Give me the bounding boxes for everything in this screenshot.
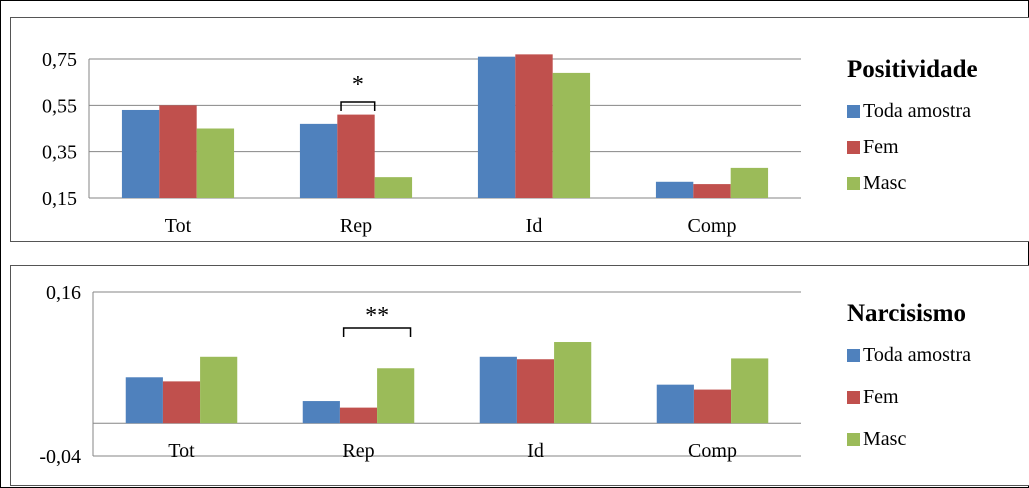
legend-item-toda-amostra: Toda amostra xyxy=(847,342,971,368)
legend-item-fem: Fem xyxy=(847,384,971,410)
bar-toda-amostra-tot xyxy=(121,109,160,198)
x-tick-label: Id xyxy=(526,215,543,237)
x-tick-label: Rep xyxy=(340,215,372,237)
positividade-legend: Positividade Toda amostra Fem Masc xyxy=(847,56,978,196)
narcisismo-legend: Narcisismo Toda amostra Fem Masc xyxy=(847,300,971,452)
legend-swatch-masc xyxy=(847,433,860,446)
bar-toda-amostra-rep xyxy=(302,401,340,424)
x-tick-label: Tot xyxy=(168,440,195,462)
bar-masc-tot xyxy=(196,128,235,198)
legend-swatch-fem xyxy=(847,141,860,154)
positividade-chart-panel: 0,75 0,55 0,35 0,15 Tot Rep * Id Comp Positivida… xyxy=(10,17,1029,242)
y-tick-label: 0,75 xyxy=(42,49,77,71)
y-tick-label: 0,15 xyxy=(42,188,77,210)
bar-toda-amostra-id xyxy=(477,56,516,198)
legend-swatch-toda-amostra xyxy=(847,349,860,362)
significance-bracket xyxy=(342,327,412,337)
x-tick-label: Comp xyxy=(688,215,737,237)
bar-toda-amostra-comp xyxy=(655,181,694,198)
bar-masc-comp xyxy=(731,358,769,424)
x-tick-label: Comp xyxy=(688,440,737,462)
y-tick-label: -0,04 xyxy=(39,446,81,468)
bar-masc-comp xyxy=(730,167,769,198)
legend-label: Fem xyxy=(863,386,899,408)
bar-toda-amostra-tot xyxy=(125,377,163,424)
bar-masc-id xyxy=(552,72,591,198)
bar-fem-rep xyxy=(337,114,375,198)
bar-masc-tot xyxy=(200,356,238,424)
legend-swatch-fem xyxy=(847,391,860,404)
legend-label: Masc xyxy=(863,428,907,450)
legend-swatch-masc xyxy=(847,177,860,190)
bar-masc-id xyxy=(554,342,592,424)
positividade-legend-title: Positividade xyxy=(847,56,978,83)
x-tick-label: Rep xyxy=(342,440,374,462)
legend-label: Toda amostra xyxy=(863,100,972,122)
legend-label: Fem xyxy=(863,136,899,158)
y-tick-label: 0,16 xyxy=(46,282,81,304)
legend-label: Toda amostra xyxy=(863,344,972,366)
bar-toda-amostra-rep xyxy=(299,123,338,198)
legend-item-masc: Masc xyxy=(847,426,971,452)
bar-toda-amostra-id xyxy=(479,356,517,424)
legend-label: Masc xyxy=(863,172,907,194)
bar-fem-comp xyxy=(693,389,732,424)
legend-item-toda-amostra: Toda amostra xyxy=(847,98,978,124)
bar-fem-rep xyxy=(339,407,378,424)
bar-masc-rep xyxy=(374,177,413,198)
bar-fem-id xyxy=(516,359,555,424)
legend-swatch-toda-amostra xyxy=(847,105,860,118)
bar-fem-id xyxy=(515,54,553,198)
x-tick-label: Tot xyxy=(165,215,192,237)
bar-masc-rep xyxy=(377,368,415,424)
significance-marker: ** xyxy=(365,303,389,329)
bar-fem-tot xyxy=(162,381,201,424)
bar-fem-comp xyxy=(693,184,731,198)
legend-item-masc: Masc xyxy=(847,170,978,196)
positividade-chart: 0,75 0,55 0,35 0,15 Tot Rep * Id Comp xyxy=(42,49,801,237)
x-tick-label: Id xyxy=(527,440,544,462)
bar-toda-amostra-comp xyxy=(656,384,694,424)
y-tick-label: 0,35 xyxy=(42,142,77,164)
bar-fem-tot xyxy=(159,105,197,198)
legend-item-fem: Fem xyxy=(847,134,978,160)
narcisismo-chart-panel: 0,16 -0,04 Tot Rep ** Id Comp Narcisismo Toda … xyxy=(10,265,1029,486)
y-tick-label: 0,55 xyxy=(42,95,77,117)
significance-marker: * xyxy=(352,72,364,98)
narcisismo-chart: 0,16 -0,04 Tot Rep ** Id Comp xyxy=(39,282,801,468)
narcisismo-legend-title: Narcisismo xyxy=(847,300,966,327)
significance-bracket xyxy=(340,101,376,111)
